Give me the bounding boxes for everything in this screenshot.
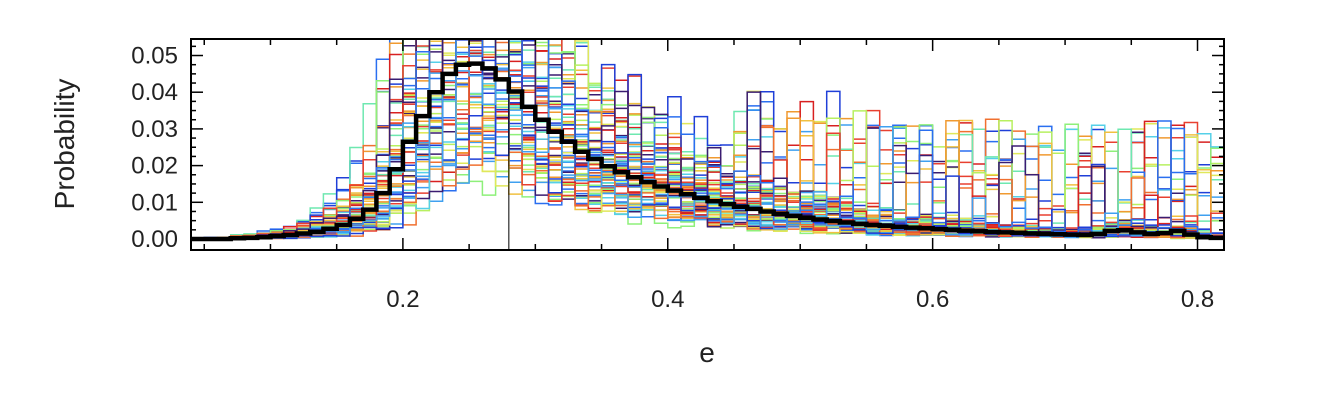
y-axis-title: Probability — [49, 79, 80, 210]
x-tick-label: 0.2 — [386, 286, 419, 313]
x-tick-label: 0.8 — [1181, 286, 1214, 313]
y-tick-label: 0.03 — [131, 116, 178, 143]
y-tick-label: 0.05 — [131, 43, 178, 70]
y-tick-label: 0.00 — [131, 226, 178, 253]
y-tick-label: 0.04 — [131, 79, 178, 106]
x-tick-label: 0.6 — [916, 286, 949, 313]
axis-tick-labels: 0.2 0.4 0.6 0.8 0.00 0.01 0.02 0.03 0.04 0.05 — [131, 43, 1214, 313]
combined-series-line — [191, 61, 1224, 242]
individual-series-line — [191, 39, 1224, 240]
x-tick-label: 0.4 — [651, 286, 684, 313]
y-tick-label: 0.02 — [131, 153, 178, 180]
x-axis-title: e — [699, 337, 715, 368]
plot-frame — [190, 38, 1225, 251]
axis-ticks — [191, 39, 1224, 250]
y-tick-label: 0.01 — [131, 189, 178, 216]
